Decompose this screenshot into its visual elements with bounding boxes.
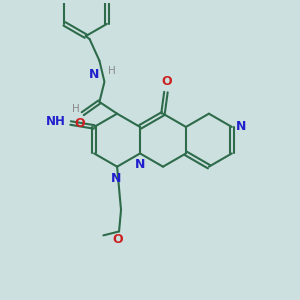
Text: H: H xyxy=(72,104,79,114)
Text: N: N xyxy=(236,120,246,134)
Text: N: N xyxy=(89,68,99,81)
Text: NH: NH xyxy=(46,115,66,128)
Text: H: H xyxy=(108,66,116,76)
Text: O: O xyxy=(162,75,172,88)
Text: O: O xyxy=(113,233,123,246)
Text: N: N xyxy=(111,172,121,184)
Text: N: N xyxy=(135,158,145,171)
Text: O: O xyxy=(74,117,85,130)
